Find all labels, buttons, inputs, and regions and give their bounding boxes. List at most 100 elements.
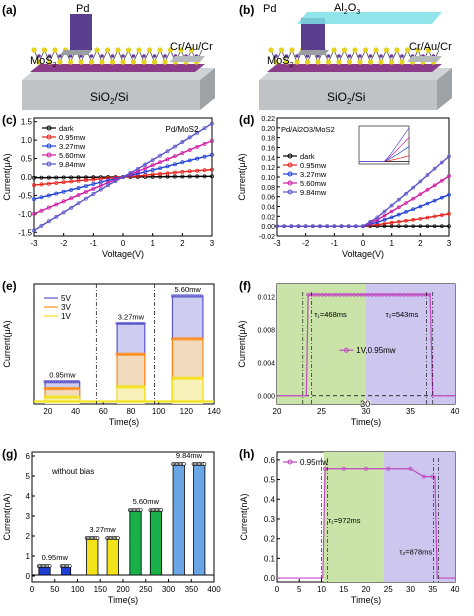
data-point [185, 337, 189, 341]
data-point [76, 193, 81, 198]
data-point [138, 508, 143, 512]
x-axis-label: Voltage(V) [102, 249, 144, 259]
data-point [43, 380, 47, 384]
data-point [125, 385, 130, 389]
chart-d: (d) -3 -2 -1 0 1 2 3 -0.02 0.00 0.02 0.04 0.06 0.08 0.… [237, 113, 452, 259]
data-point [138, 352, 142, 356]
sulfur-atom [88, 59, 95, 65]
inset-frame [358, 125, 410, 165]
data-point [404, 201, 408, 205]
x-tick-label: 0 [275, 585, 280, 594]
data-point [68, 380, 72, 384]
data-point [66, 395, 70, 399]
data-point [356, 292, 360, 297]
x-tick-label: 80 [126, 407, 135, 416]
y-tick-label: 0.012 [257, 294, 275, 301]
data-point [117, 321, 121, 326]
data-point [375, 222, 380, 227]
data-point [189, 376, 193, 380]
data-point [411, 207, 416, 212]
data-point [187, 135, 192, 140]
data-point [119, 321, 123, 326]
data-point [158, 174, 163, 179]
data-point [339, 224, 344, 229]
y-tick-label: 0.08 [261, 185, 275, 192]
y-tick-label: 0.5 [21, 155, 33, 164]
y-tick-label: 0 [26, 572, 31, 581]
data-point [138, 321, 142, 326]
data-point [353, 224, 358, 229]
data-point [123, 352, 127, 356]
pulse-fill [117, 386, 145, 404]
data-point [143, 166, 148, 171]
data-point [382, 213, 387, 218]
data-point [67, 564, 72, 568]
x-tick-label: 350 [185, 585, 199, 594]
data-point [62, 380, 66, 384]
legend-entry: 5V [61, 294, 71, 303]
photocurrent-line [277, 294, 455, 397]
data-point [165, 171, 170, 176]
x-tick-label: 3 [210, 239, 215, 248]
sulfur-atom [415, 47, 421, 53]
x-tick-label: 140 [207, 407, 221, 416]
legend-marker [287, 153, 293, 159]
data-point [130, 385, 134, 389]
data-point [134, 321, 138, 326]
data-point [175, 294, 179, 298]
y-tick-label: 0.18 [261, 136, 275, 143]
data-point [172, 144, 177, 149]
sulfur-atom [46, 59, 53, 65]
x-tick-label: 60 [99, 407, 108, 416]
data-point [183, 294, 187, 298]
x-tick-label: 30 [406, 585, 415, 594]
data-point [432, 214, 437, 219]
chart-g: (g) 0 50 100 150 200 250 300 350 400 0 1 2 3 4 5 6 Time(s… [2, 447, 221, 605]
sulfur-atom [36, 59, 42, 65]
legend-marker [287, 180, 293, 186]
data-point [165, 164, 170, 169]
x-tick-label: 40 [451, 585, 460, 594]
data-point [130, 321, 134, 326]
data-point [49, 380, 53, 384]
data-point [76, 380, 80, 384]
data-point [202, 126, 207, 131]
legend-marker [46, 143, 52, 149]
pulse-bar [86, 537, 99, 576]
data-point [195, 376, 199, 380]
data-point [346, 224, 351, 229]
data-point [68, 386, 72, 391]
legend-marker [287, 162, 293, 168]
data-point [58, 395, 62, 399]
y-tick-label: 0.0 [264, 574, 276, 583]
data-point [125, 321, 130, 326]
x-tick-label: -1 [90, 239, 98, 248]
data-point [439, 195, 444, 200]
legend-entry: 0.95mw [300, 458, 328, 467]
data-point [181, 294, 185, 298]
data-point [91, 186, 96, 191]
pulse-fill [172, 378, 203, 404]
molybdenum-atom [152, 54, 157, 58]
pd-contact [70, 14, 92, 50]
data-point [377, 292, 382, 297]
sulfur-atom [283, 59, 290, 65]
data-point [116, 536, 120, 540]
y-tick-label: 0.000 [257, 394, 275, 401]
data-point [170, 376, 175, 380]
data-point [64, 386, 68, 391]
x-tick-label: -3 [273, 239, 281, 248]
data-point [432, 183, 437, 188]
data-point [425, 215, 430, 220]
data-point [191, 376, 195, 380]
y-tick-label: 0.22 [261, 116, 275, 123]
annotation-label: without bias [51, 467, 94, 476]
molybdenum-atom [47, 54, 52, 58]
inset-series-line [359, 127, 410, 162]
data-point [121, 321, 125, 326]
data-point [136, 352, 140, 356]
data-point [142, 321, 146, 326]
sulfur-atom [404, 47, 411, 53]
contact-label: Cr/Au/Cr [409, 41, 452, 53]
molybdenum-atom [284, 54, 289, 58]
